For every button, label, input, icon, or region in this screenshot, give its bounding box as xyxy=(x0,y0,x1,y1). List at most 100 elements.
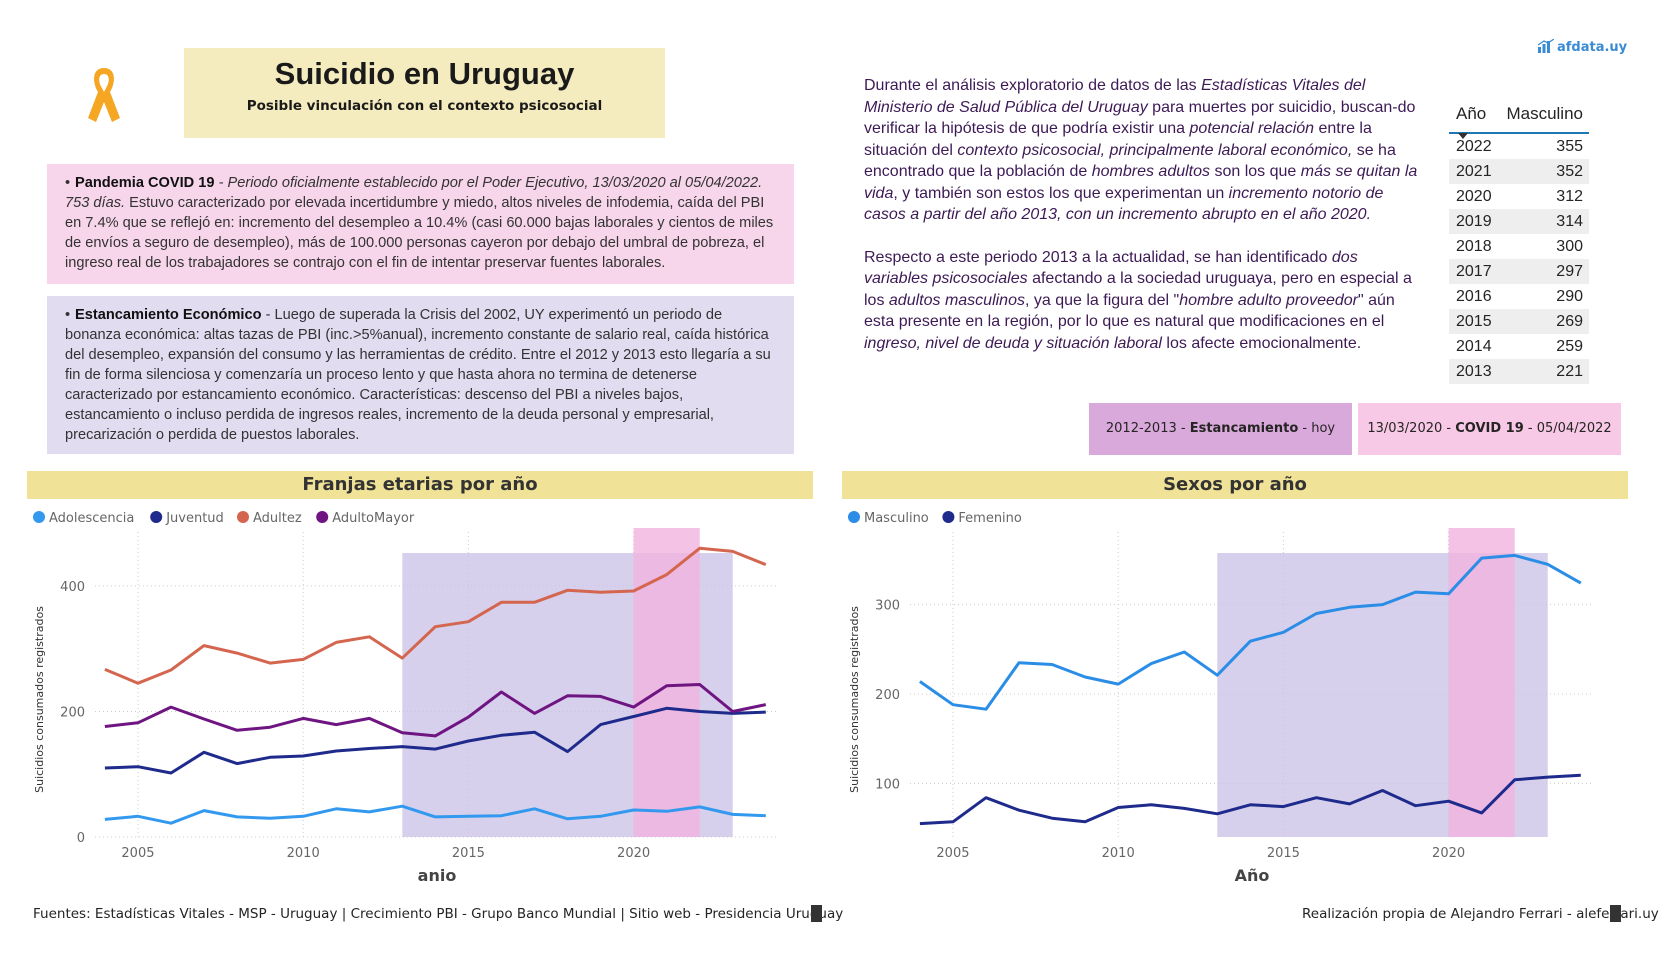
masculino-cell: 269 xyxy=(1556,313,1583,330)
table-row[interactable]: 2014 259 xyxy=(1449,334,1589,359)
analysis-p2-segment: " aún esta presente en la región, por lo… xyxy=(864,291,1395,331)
sex-chart-title: Sexos por año xyxy=(842,471,1628,499)
sort-down-icon[interactable] xyxy=(1458,124,1468,144)
year-cell: 2022 xyxy=(1456,138,1492,155)
focus-mode-icon[interactable] xyxy=(811,905,822,922)
masculino-table[interactable]: Año Masculino 2022 355 2021 352 2020 312 2019 3… xyxy=(1449,104,1589,384)
analysis-p1-segment: entre la situación del xyxy=(864,120,1372,159)
analysis-p2-segment: , ya que la figura del " xyxy=(1024,291,1180,309)
series-line-adultomayor xyxy=(104,683,767,738)
legend-marker xyxy=(848,511,860,523)
estancamiento-legend-box: 2012-2013 - Estancamiento - hoy xyxy=(1089,403,1352,455)
bar-chart-icon xyxy=(1537,38,1555,57)
table-row[interactable]: 2017 297 xyxy=(1449,259,1589,284)
analysis-p1-segment: hombres adultos xyxy=(1091,163,1211,180)
x-tick-label: 2015 xyxy=(452,846,485,861)
year-cell: 2015 xyxy=(1456,313,1492,330)
covid-legend-label: COVID 19 xyxy=(1455,421,1524,436)
legend-label: Adolescencia xyxy=(49,511,134,526)
analysis-p2-segment: dos variables psicosociales xyxy=(864,248,1358,288)
year-cell: 2021 xyxy=(1456,163,1492,180)
column-header-masculino[interactable]: Masculino xyxy=(1506,104,1583,123)
x-tick-label: 2005 xyxy=(936,846,969,861)
analysis-text: Durante el análisis exploratorio de dato… xyxy=(864,75,1426,375)
table-row[interactable]: 2019 314 xyxy=(1449,209,1589,234)
year-cell: 2016 xyxy=(1456,288,1492,305)
covid-legend-end: - 05/04/2022 xyxy=(1523,421,1612,436)
y-tick-label: 0 xyxy=(77,831,85,846)
masculino-cell: 314 xyxy=(1556,213,1583,230)
legend-label: Adultez xyxy=(253,511,302,526)
analysis-p1-segment: , y también son estos los que experiment… xyxy=(893,184,1229,202)
analysis-p1-segment: potencial relación xyxy=(1189,120,1315,137)
legend-label: AdultoMayor xyxy=(332,511,415,526)
year-cell: 2013 xyxy=(1456,363,1492,380)
y-tick-label: 400 xyxy=(60,580,85,595)
series-line-femenino xyxy=(919,773,1581,826)
estancamiento-legend-end: - hoy xyxy=(1298,421,1336,436)
covid-heading: Pandemia COVID 19 xyxy=(75,175,215,191)
masculino-cell: 352 xyxy=(1556,163,1583,180)
brand-link[interactable]: afdata.uy xyxy=(1537,38,1628,57)
masculino-cell: 312 xyxy=(1556,188,1583,205)
age-chart-title: Franjas etarias por año xyxy=(27,471,813,499)
y-tick-label: 100 xyxy=(875,777,900,792)
analysis-p1-segment: para muertes por suicidio, buscan-do ver… xyxy=(864,98,1416,138)
x-tick-label: 2010 xyxy=(287,846,320,861)
x-axis-label: Año xyxy=(1235,866,1270,885)
table-row[interactable]: 2013 221 xyxy=(1449,359,1589,384)
column-header-year[interactable]: Año xyxy=(1456,104,1487,123)
year-cell: 2019 xyxy=(1456,213,1492,230)
table-row[interactable]: 2016 290 xyxy=(1449,284,1589,309)
covid-info-box: • Pandemia COVID 19 - Periodo oficialment… xyxy=(47,164,794,284)
analysis-p2-segment: Respecto a este periodo 2013 a la actual… xyxy=(864,248,1332,266)
legend-marker xyxy=(33,511,45,523)
analysis-p1-segment: Estadísticas Vitales del Ministerio de S… xyxy=(864,77,1366,116)
masculino-cell: 297 xyxy=(1556,263,1583,280)
age-groups-line-chart[interactable]: Adolescencia Juventud Adultez AdultoMayor 0 2… xyxy=(27,502,813,902)
legend-marker xyxy=(316,511,329,523)
table-row[interactable]: 2022 355 xyxy=(1449,134,1589,159)
estancamiento-legend-label: Estancamiento xyxy=(1189,421,1299,436)
analysis-p1-segment: son los que xyxy=(1210,163,1301,180)
x-tick-label: 2020 xyxy=(1432,846,1465,861)
x-tick-label: 2015 xyxy=(1267,846,1300,861)
table-row[interactable]: 2015 269 xyxy=(1449,309,1589,334)
series-line-juventud xyxy=(104,706,766,775)
analysis-p1-segment: contexto psicosocial, principalmente lab… xyxy=(957,141,1353,159)
estancamiento-info-box: • Estancamiento Económico - Luego de supe… xyxy=(47,296,794,454)
covid-shade xyxy=(633,528,700,837)
table-row[interactable]: 2020 312 xyxy=(1449,184,1589,209)
analysis-p2-segment: los afecte emocionalmente. xyxy=(1161,334,1362,352)
focus-mode-icon[interactable] xyxy=(1610,905,1621,922)
series-line-adolescencia xyxy=(104,804,766,825)
sex-line-chart[interactable]: Masculino Femenino 100 200 300 2005 2010 2015 20… xyxy=(842,502,1628,902)
y-axis-label: Suicidios consumados registrados xyxy=(33,606,46,793)
brand-label: afdata.uy xyxy=(1557,40,1628,55)
table-row[interactable]: 2018 300 xyxy=(1449,234,1589,259)
legend-marker xyxy=(942,511,955,523)
masculino-cell: 290 xyxy=(1556,288,1583,305)
year-cell: 2018 xyxy=(1456,238,1492,255)
sources-footer: Fuentes: Estadísticas Vitales - MSP - Ur… xyxy=(33,906,844,922)
awareness-ribbon-icon xyxy=(82,64,126,126)
y-tick-label: 200 xyxy=(60,705,85,720)
analysis-paragraph-1: Durante el análisis exploratorio de dato… xyxy=(864,75,1426,226)
analysis-p2-segment: adultos masculinos xyxy=(888,291,1025,309)
analysis-p2-segment: ingreso, nivel de deuda y situación labo… xyxy=(864,334,1162,352)
estancamiento-heading: Estancamiento Económico xyxy=(75,307,262,323)
estancamiento-legend-start: 2012-2013 - xyxy=(1105,421,1190,436)
x-axis-label: anio xyxy=(418,866,457,885)
page-subtitle: Posible vinculación con el contexto psic… xyxy=(246,98,603,114)
covid-body: Estuvo caracterizado por elevada incerti… xyxy=(65,195,774,271)
series-line-masculino xyxy=(919,553,1582,711)
year-cell: 2014 xyxy=(1456,338,1492,355)
analysis-p1-segment: incremento notorio de casos a partir del… xyxy=(864,184,1384,224)
year-cell: 2020 xyxy=(1456,188,1492,205)
analysis-paragraph-2: Respecto a este periodo 2013 a la actual… xyxy=(864,247,1426,355)
masculino-cell: 259 xyxy=(1556,338,1583,355)
legend-label: Juventud xyxy=(165,511,224,526)
table-row[interactable]: 2021 352 xyxy=(1449,159,1589,184)
y-axis-label: Suicidios consumados registrados xyxy=(848,606,861,793)
bullet-icon: • xyxy=(65,175,71,191)
